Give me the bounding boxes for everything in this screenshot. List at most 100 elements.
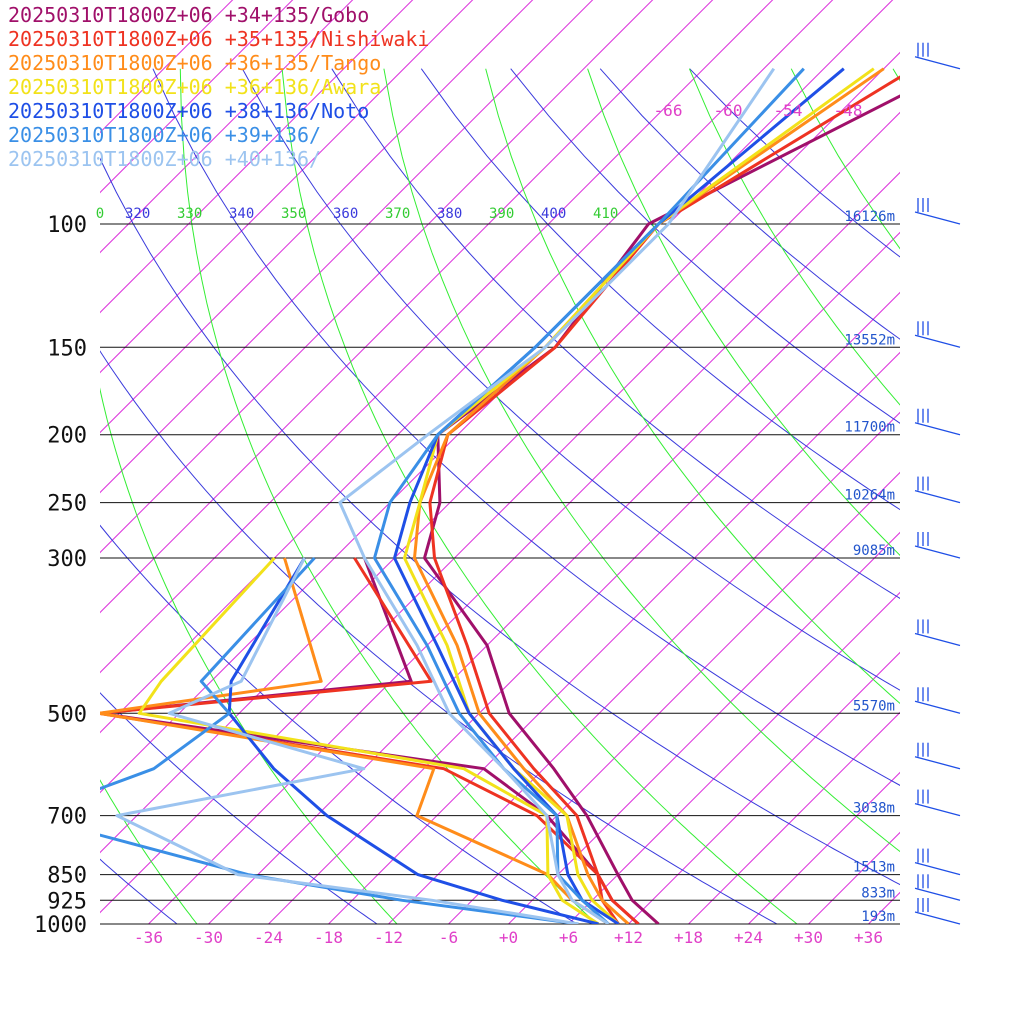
dewpoint-line [100, 556, 579, 924]
height-label: 16126m [844, 209, 895, 225]
wind-barb [914, 619, 961, 647]
wind-barb-layer [914, 42, 961, 925]
pressure-tick-label: 100 [47, 213, 87, 238]
theta-label: 360 [333, 206, 358, 222]
isotherm-line [100, 0, 594, 494]
height-label: 833m [861, 885, 895, 901]
isotherm-line [100, 0, 654, 554]
height-label: 11700m [844, 420, 895, 436]
isotherm-line [688, 711, 900, 924]
dry-adiabat-line [241, 68, 900, 691]
wind-barb-staff [914, 911, 961, 925]
isotherm-line [100, 0, 834, 734]
temperature-tick-label: -12 [374, 928, 403, 947]
wind-barb [914, 687, 961, 714]
pressure-tick-label: 150 [47, 336, 87, 361]
wind-barb [914, 789, 961, 817]
theta-label: 400 [541, 206, 566, 222]
isotherm-line [100, 0, 714, 614]
wind-barb-staff [914, 887, 961, 901]
wind-barb-staff [914, 211, 961, 225]
height-label: 1513m [853, 860, 895, 876]
theta-label: 320 [125, 206, 150, 222]
upper-temperature-tick-label: -60 [714, 101, 743, 120]
wind-barb-staff [914, 861, 961, 876]
temperature-line [338, 67, 776, 924]
legend-entry: 20250310T1800Z+06 +34+135/Gobo [8, 3, 369, 27]
wind-barb [914, 321, 961, 348]
dry-adiabat-line [100, 157, 900, 886]
isotherm-line [628, 651, 900, 924]
isotherm-line [568, 591, 900, 924]
pressure-tick-label: 300 [47, 547, 87, 572]
wind-barb-staff [914, 334, 961, 348]
temperature-tick-label: +24 [734, 928, 763, 947]
legend-entry: 20250310T1800Z+06 +35+135/Nishiwaki [8, 27, 429, 51]
dewpoint-line [137, 556, 600, 924]
isotherm-line [929, 0, 1024, 924]
moist-adiabat-line [383, 68, 900, 853]
legend-entry: 20250310T1800Z+06 +39+136/ [8, 123, 321, 147]
isotherm-line [100, 0, 474, 374]
wind-barb [914, 874, 961, 901]
legend-entry: 20250310T1800Z+06 +38+136/Noto [8, 99, 369, 123]
legend-entry: 20250310T1800Z+06 +40+136/ [8, 147, 321, 171]
temperature-tick-label: -18 [314, 928, 343, 947]
dry-adiabat-line [420, 68, 900, 511]
temperature-tick-label: -30 [194, 928, 223, 947]
moist-adiabat-line [485, 68, 900, 705]
theta-label: 370 [385, 206, 410, 222]
wind-barb [914, 408, 961, 436]
temperature-tick-label: -6 [439, 928, 458, 947]
isotherm-line [268, 291, 900, 924]
wind-barb [914, 898, 961, 925]
temperature-line [413, 67, 885, 924]
temperature-tick-label: +36 [854, 928, 883, 947]
wind-barb [914, 42, 961, 70]
dry-adiabat-line [510, 68, 900, 424]
height-label: 13552m [844, 332, 895, 348]
theta-label: 0 [96, 206, 104, 222]
isobar-layer [100, 223, 900, 925]
theta-label: 380 [437, 206, 462, 222]
isotherm-line [808, 831, 900, 924]
legend-entry: 20250310T1800Z+06 +36+136/Awara [8, 75, 381, 99]
height-label: 3038m [853, 801, 895, 817]
moist-adiabat-line [587, 68, 900, 557]
temperature-tick-label: +0 [499, 928, 518, 947]
isotherm-line [328, 351, 900, 924]
theta-label: 340 [229, 206, 254, 222]
isotherm-line [100, 0, 774, 674]
wind-barb-staff [914, 632, 961, 647]
theta-label: 410 [593, 206, 618, 222]
dry-adiabat-line [100, 692, 378, 924]
isotherm-line [448, 471, 900, 924]
pressure-tick-label: 250 [47, 492, 87, 517]
wind-barb-staff [914, 700, 961, 714]
dry-adiabat-line [100, 350, 778, 924]
isotherm-line [868, 891, 900, 924]
wind-barb-staff [914, 756, 961, 770]
temperature-tick-label: -24 [254, 928, 283, 947]
dewpoint-line [115, 557, 579, 924]
pressure-tick-label: 500 [47, 702, 87, 727]
wind-barb-staff [914, 422, 961, 436]
dry-adiabat-line [599, 68, 900, 340]
pressure-tick-label: 200 [47, 424, 87, 449]
theta-label: 350 [281, 206, 306, 222]
upper-temperature-tick-label: -48 [834, 101, 863, 120]
upper-temperature-tick-label: -66 [654, 101, 683, 120]
theta-label: 390 [489, 206, 514, 222]
wind-barb-staff [914, 802, 961, 817]
isotherm-line [508, 531, 900, 924]
isotherm-line [100, 0, 534, 434]
pressure-tick-label: 700 [47, 805, 87, 830]
pressure-tick-label: 925 [47, 889, 87, 914]
wind-barb-staff [914, 489, 961, 504]
height-label: 10264m [844, 488, 895, 504]
wind-barb-staff [914, 56, 961, 70]
temperature-tick-label: +18 [674, 928, 703, 947]
dry-adiabat-line [331, 68, 900, 599]
temperature-tick-label: +12 [614, 928, 643, 947]
